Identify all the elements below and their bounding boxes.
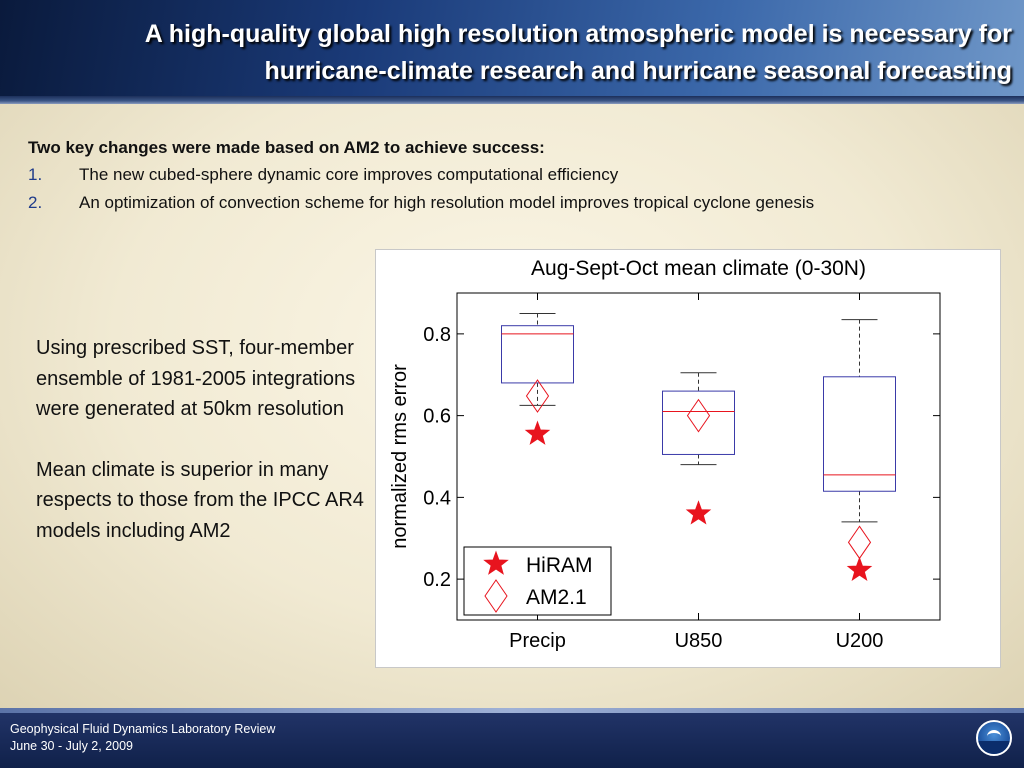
ensemble-description: Using prescribed SST, four-member ensemb…	[36, 337, 356, 420]
legend-label: AM2.1	[526, 586, 587, 609]
am21-diamond-marker	[686, 398, 711, 433]
intro-block: Two key changes were made based on AM2 t…	[28, 135, 1008, 217]
header-divider	[0, 96, 1024, 104]
y-tick-label: 0.4	[423, 487, 451, 509]
intro-item: 2. An optimization of convection scheme …	[28, 189, 1008, 217]
footer-dates: June 30 - July 2, 2009	[10, 739, 133, 753]
intro-item-text: The new cubed-sphere dynamic core improv…	[79, 165, 619, 184]
intro-item-text: An optimization of convection scheme for…	[79, 193, 815, 212]
hiram-star-marker	[685, 500, 712, 525]
box-precip	[501, 325, 574, 384]
footer-divider	[0, 708, 1024, 713]
box-u200	[823, 376, 896, 492]
legend-star-marker	[483, 550, 509, 575]
mean-climate-description: Mean climate is superior in many respect…	[36, 458, 364, 542]
intro-heading: Two key changes were made based on AM2 t…	[28, 138, 545, 157]
hiram-star-marker	[846, 556, 873, 581]
x-tick-label: U200	[836, 630, 884, 652]
am21-diamond-marker	[525, 379, 550, 413]
noaa-logo-icon	[976, 720, 1012, 756]
intro-item-number: 2.	[28, 193, 43, 212]
legend-diamond-marker	[484, 579, 508, 613]
intro-item: 1. The new cubed-sphere dynamic core imp…	[28, 161, 1008, 189]
slide-title: A high-quality global high resolution at…	[32, 16, 1012, 90]
boxplot-chart: Aug-Sept-Oct mean climate (0-30N) 0.2 0.4 0…	[389, 257, 941, 652]
left-text-block: Using prescribed SST, four-member ensemb…	[36, 333, 366, 576]
slide-footer: Geophysical Fluid Dynamics Laboratory Re…	[0, 708, 1024, 768]
am21-diamond-marker	[847, 525, 872, 560]
logo-bird-shape	[987, 730, 1001, 743]
y-axis-label: normalized rms error	[389, 364, 411, 549]
title-line-1: A high-quality global high resolution at…	[144, 20, 1012, 48]
legend-label: HiRAM	[526, 554, 593, 577]
legend-box	[463, 546, 612, 616]
title-line-2: hurricane-climate research and hurricane…	[264, 57, 1012, 85]
intro-item-number: 1.	[28, 165, 43, 184]
hiram-star-marker	[524, 420, 551, 445]
x-tick-label: Precip	[509, 630, 566, 652]
footer-lab-name: Geophysical Fluid Dynamics Laboratory Re…	[10, 722, 276, 736]
x-tick-label: U850	[675, 630, 723, 652]
y-tick-label: 0.8	[423, 324, 451, 346]
chart-panel: Aug-Sept-Oct mean climate (0-30N) 0.2 0.4 0…	[375, 249, 1001, 668]
y-tick-label: 0.6	[423, 406, 451, 428]
logo-wave-shape	[978, 741, 1010, 754]
box-u850	[662, 390, 735, 455]
chart-title: Aug-Sept-Oct mean climate (0-30N)	[531, 257, 866, 280]
y-tick-label: 0.2	[423, 569, 451, 591]
slide-header	[0, 0, 1024, 96]
